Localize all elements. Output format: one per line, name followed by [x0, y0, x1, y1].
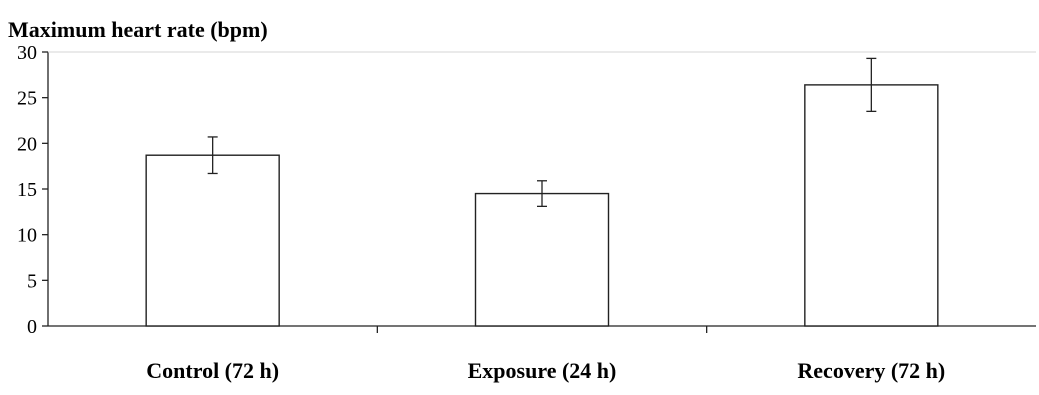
- y-tick-label: 0: [27, 316, 37, 338]
- chart-title: Maximum heart rate (bpm): [8, 17, 268, 42]
- error-bars: [207, 57, 877, 208]
- bars: [145, 84, 939, 327]
- bar: [804, 84, 939, 327]
- category-label: Recovery (72 h): [797, 358, 945, 383]
- bar: [474, 192, 610, 327]
- category-label: Control (72 h): [146, 358, 279, 383]
- y-axis-ticks: 0 5 10 15 20 25 30: [17, 42, 48, 338]
- y-tick-label: 15: [17, 179, 37, 201]
- y-tick-label: 5: [27, 270, 37, 292]
- y-tick-label: 25: [17, 88, 37, 110]
- x-axis-ticks: [376, 326, 708, 333]
- bar: [145, 154, 280, 327]
- category-labels: Control (72 h) Exposure (24 h) Recovery (7…: [146, 358, 945, 383]
- y-tick-label: 20: [17, 133, 37, 155]
- category-label: Exposure (24 h): [468, 358, 617, 383]
- y-tick-label: 30: [17, 42, 37, 64]
- y-tick-label: 10: [17, 225, 37, 247]
